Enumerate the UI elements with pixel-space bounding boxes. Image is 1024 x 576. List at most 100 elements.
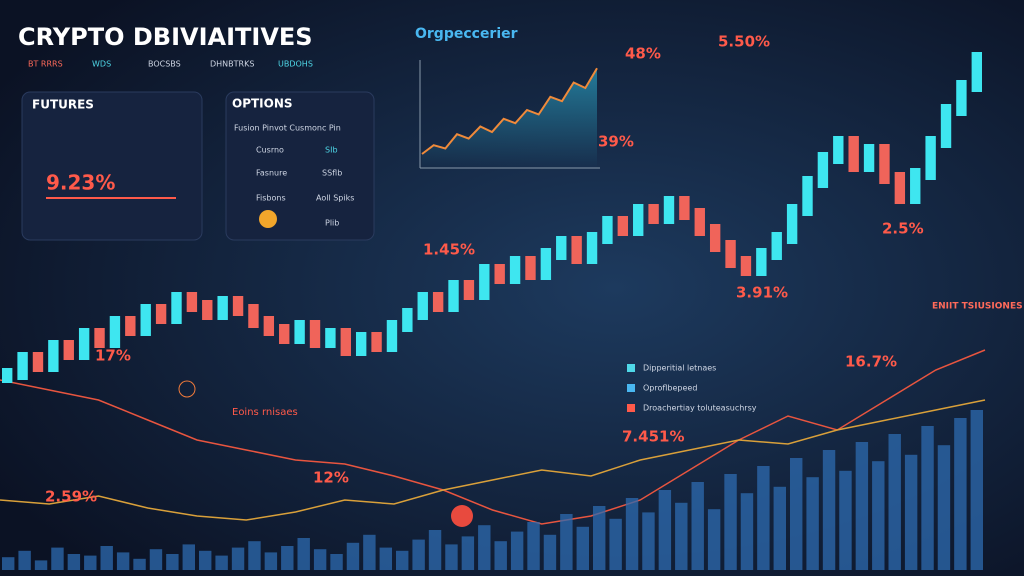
tab[interactable]: WDS [92, 60, 111, 69]
volume-bar [576, 526, 589, 570]
volume-bar [18, 550, 31, 570]
legend-swatch [627, 364, 635, 372]
candle [786, 204, 798, 244]
candle [463, 280, 475, 300]
volume-bar [904, 454, 918, 570]
volume-bar [116, 552, 130, 570]
volume-bar [691, 482, 704, 570]
candle [32, 352, 44, 372]
futures-panel [21, 91, 203, 241]
candle [171, 292, 182, 324]
volume-bar [34, 560, 48, 570]
volume-bar [806, 477, 819, 570]
candle [202, 300, 213, 320]
legend-swatch [627, 404, 635, 412]
volume-bar [560, 514, 573, 570]
candle [355, 332, 367, 356]
volume-bar [872, 461, 885, 570]
volume-bar [100, 546, 113, 570]
volume-bar [822, 450, 836, 570]
volume-bar [133, 558, 146, 570]
candle [556, 236, 567, 260]
tab[interactable]: UBDOHS [278, 60, 313, 69]
volume-bar [527, 522, 540, 570]
cell: SIb [325, 146, 338, 155]
candle [140, 304, 151, 336]
subtitle: Orgpeccerier [415, 26, 518, 42]
candle [617, 216, 629, 236]
volume-bar [724, 474, 737, 570]
volume-bar [199, 550, 212, 570]
tab[interactable]: DHNBTRKS [210, 60, 254, 69]
volume-bar [445, 544, 458, 570]
tag: Eoins rnisaes [232, 407, 298, 418]
candle [432, 292, 444, 312]
volume-bar [363, 534, 376, 570]
volume-bar [642, 512, 655, 570]
volume-bar [855, 442, 869, 570]
tab[interactable]: BT RRRS [28, 60, 63, 69]
coin-icon [259, 210, 277, 228]
callout: 16.7% [845, 353, 897, 371]
legend-swatch [627, 384, 635, 392]
candle [109, 316, 121, 348]
volume-bar [248, 541, 261, 570]
candle [725, 240, 736, 268]
candle [771, 232, 782, 260]
volume-bar [888, 434, 901, 570]
volume-bar [921, 426, 934, 570]
volume-bar [231, 547, 245, 570]
candle [309, 320, 321, 348]
candle [94, 328, 105, 348]
volume-bar [281, 546, 294, 570]
cell: Fisbons [256, 194, 286, 203]
volume-bar [970, 410, 983, 570]
mini-chart [419, 60, 600, 169]
callout: 2.59% [45, 488, 97, 506]
legend-item: Oproflbepeed [643, 384, 697, 393]
callout: 17% [95, 347, 131, 365]
cell: Aoll Spiks [316, 194, 354, 203]
volume-bar [396, 550, 409, 570]
candle [494, 264, 505, 284]
candle [125, 316, 136, 336]
candle [540, 248, 552, 280]
candle [894, 172, 906, 204]
volume-bar [346, 542, 360, 570]
candle [833, 136, 844, 164]
candle [740, 256, 752, 276]
panel-title: OPTIONS [232, 97, 293, 111]
tab[interactable]: BOCSBS [148, 60, 181, 69]
candle [863, 144, 875, 172]
title: CRYPTO DBIVIAITIVES [18, 23, 313, 51]
volume-bar [297, 538, 310, 570]
candle [17, 352, 28, 380]
volume-bar [839, 470, 852, 570]
callout: 39% [598, 133, 634, 151]
candle [802, 176, 813, 216]
volume-bar [937, 445, 951, 570]
mini-area [422, 68, 597, 168]
legend-item: Droachertiay toluteasuchrsy [643, 404, 757, 413]
candle [294, 320, 305, 344]
volume-bar [593, 506, 606, 570]
candle [448, 280, 459, 312]
line-red [0, 349, 986, 525]
candle [417, 292, 428, 320]
candle [879, 144, 890, 184]
candle [817, 152, 829, 188]
callout: 48% [625, 45, 661, 63]
volume-bar [790, 458, 803, 570]
candle [910, 168, 921, 204]
volume-bar [658, 490, 672, 570]
candle [2, 368, 13, 383]
candle [279, 324, 290, 344]
volume-bar [773, 486, 786, 570]
candle [402, 308, 413, 332]
tag: ENIIT TSIUSIONES [932, 302, 1023, 312]
candle [248, 304, 259, 328]
cell: Fasnure [256, 169, 287, 178]
candle [479, 264, 490, 300]
volume-bar [478, 525, 491, 570]
callout: 12% [313, 469, 349, 487]
